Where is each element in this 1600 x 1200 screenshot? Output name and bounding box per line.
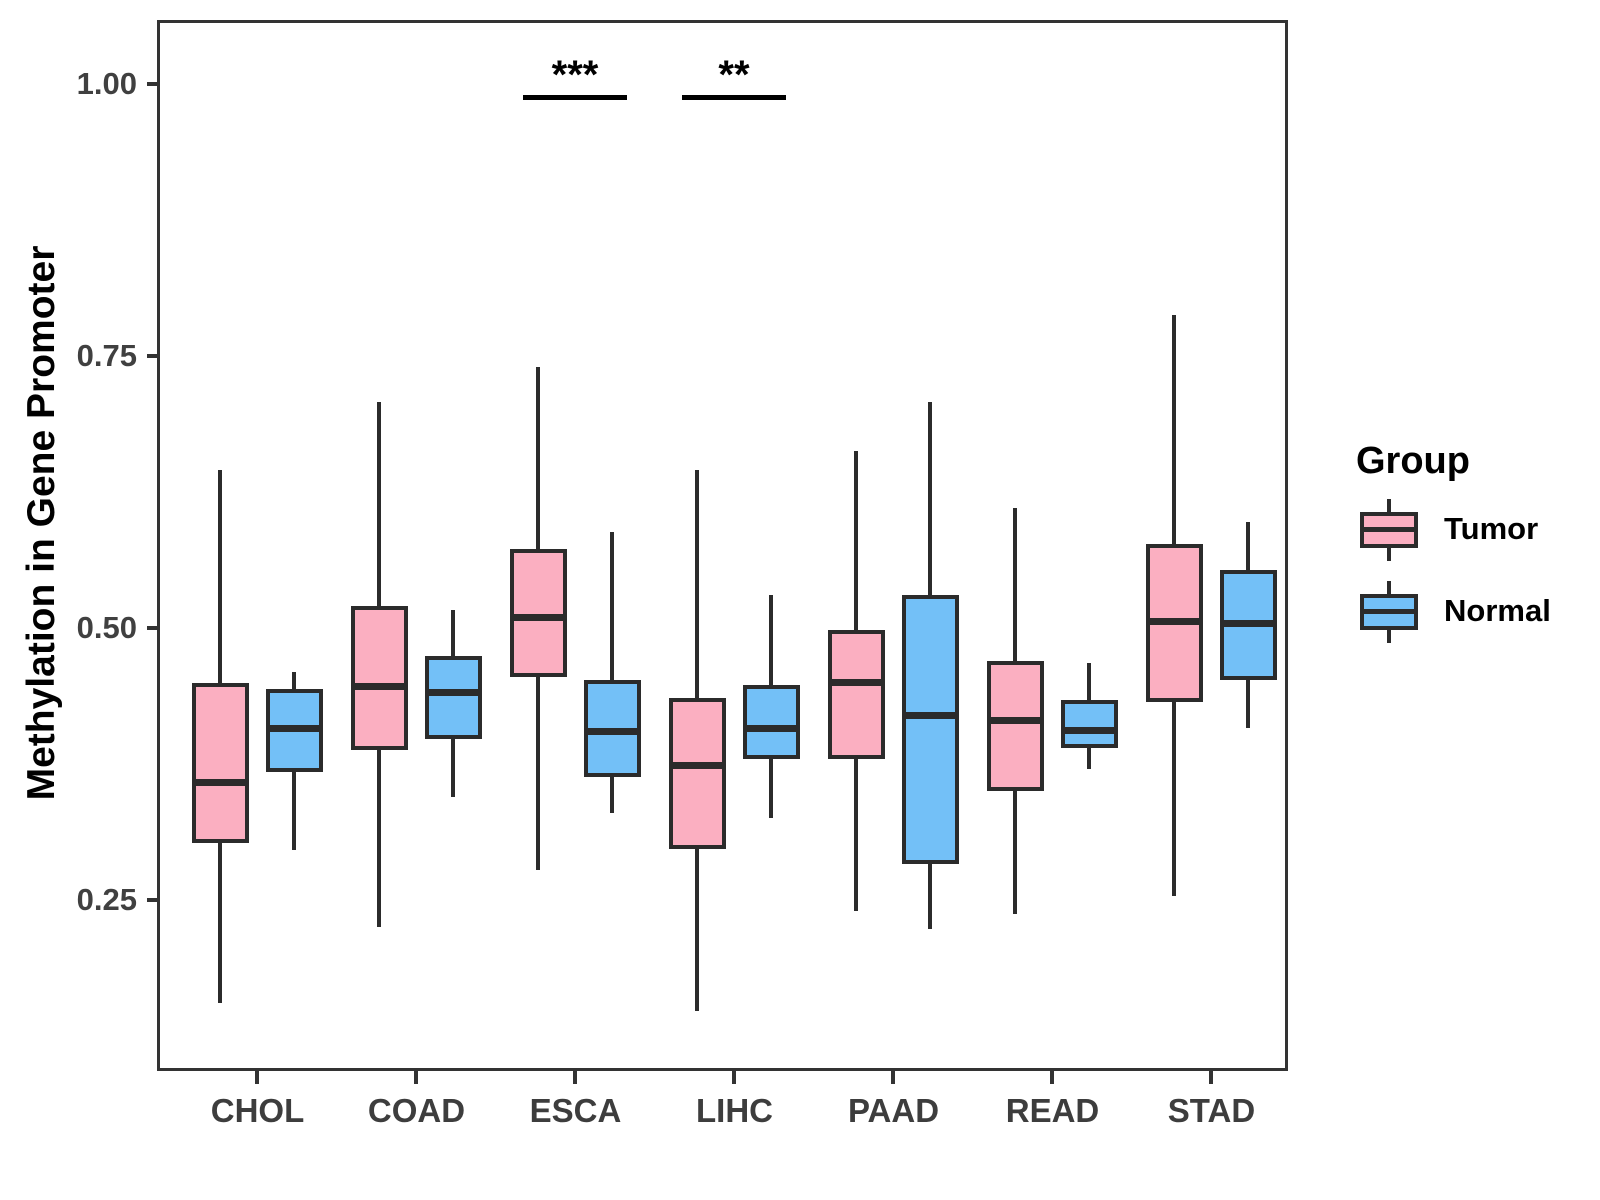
x-tick-label-read: READ: [1005, 1092, 1100, 1129]
x-tick-mark: [255, 1071, 259, 1084]
median-normal-coad: [425, 689, 482, 696]
x-tick-label-paad: PAAD: [847, 1092, 940, 1129]
y-tick-mark: [147, 626, 160, 630]
median-normal-esca: [584, 728, 641, 735]
median-tumor-chol: [192, 779, 249, 786]
boxplot-key-icon: [1360, 499, 1418, 561]
x-tick-label-esca: ESCA: [529, 1092, 622, 1129]
x-tick-mark: [1050, 1071, 1054, 1084]
box-tumor-chol: [192, 683, 249, 843]
box-tumor-coad: [351, 606, 408, 750]
x-tick-mark: [1209, 1071, 1213, 1084]
median-tumor-lihc: [669, 762, 726, 769]
median-tumor-read: [987, 717, 1044, 724]
legend: Group Tumor Normal: [1330, 440, 1590, 647]
x-tick-mark: [732, 1071, 736, 1084]
x-tick-mark: [891, 1071, 895, 1084]
box-tumor-paad: [828, 630, 885, 759]
x-tick-label-stad: STAD: [1167, 1092, 1256, 1129]
box-normal-lihc: [743, 685, 800, 759]
x-tick-label-coad: COAD: [367, 1092, 466, 1129]
box-normal-coad: [425, 656, 482, 739]
median-normal-chol: [266, 725, 323, 732]
y-tick-label: 1.00: [76, 66, 137, 101]
median-normal-stad: [1220, 620, 1277, 627]
box-tumor-esca: [510, 549, 567, 677]
y-tick-mark: [147, 354, 160, 358]
y-tick-mark: [147, 898, 160, 902]
median-tumor-esca: [510, 614, 567, 621]
whisker-normal-esca: [610, 532, 614, 813]
box-normal-read: [1061, 700, 1118, 748]
median-tumor-stad: [1146, 618, 1203, 625]
significance-label-lihc: **: [718, 53, 750, 97]
box-tumor-read: [987, 661, 1044, 791]
median-normal-read: [1061, 727, 1118, 734]
y-tick-label: 0.25: [76, 882, 137, 917]
x-tick-mark: [414, 1071, 418, 1084]
y-tick-mark: [147, 82, 160, 86]
x-tick-label-lihc: LIHC: [696, 1092, 773, 1129]
significance-bar-esca: [523, 95, 627, 100]
median-tumor-coad: [351, 683, 408, 690]
legend-label-tumor: Tumor: [1444, 511, 1539, 546]
boxplot-key-icon: [1360, 581, 1418, 643]
legend-title: Group: [1356, 440, 1470, 482]
legend-label-normal: Normal: [1444, 593, 1551, 628]
median-normal-lihc: [743, 725, 800, 732]
box-normal-paad: [902, 595, 959, 864]
legend-entry-tumor: Tumor: [1330, 495, 1590, 565]
y-tick-label: 0.75: [76, 338, 137, 373]
median-tumor-paad: [828, 679, 885, 686]
x-tick-label-chol: CHOL: [210, 1092, 305, 1129]
median-normal-paad: [902, 712, 959, 719]
x-tick-mark: [573, 1071, 577, 1084]
plot-panel: 1.00 0.75 0.50 0.25 CHOL COAD ESCA LIHC PAAD READ…: [77, 20, 1288, 1129]
legend-entry-normal: Normal: [1330, 577, 1590, 647]
significance-label-esca: ***: [551, 53, 599, 97]
significance-bar-lihc: [682, 95, 786, 100]
box-tumor-lihc: [669, 698, 726, 849]
y-tick-label: 0.50: [76, 610, 137, 645]
